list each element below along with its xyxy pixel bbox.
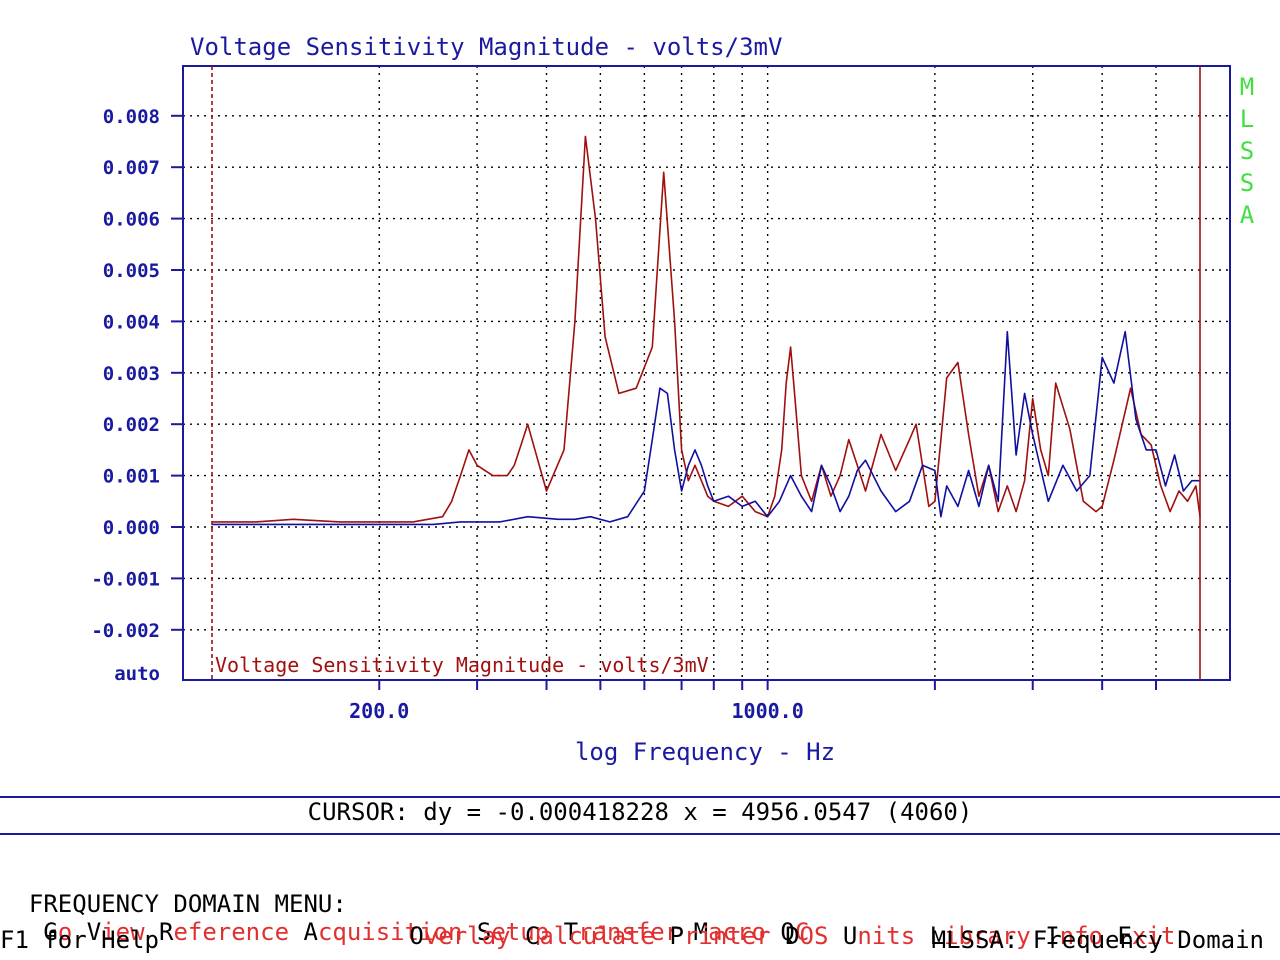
menu-item-rest: verlay [423, 922, 511, 950]
x-axis-label: log Frequency - Hz [575, 738, 835, 766]
divider-bottom [0, 833, 1280, 835]
menu-item-rest: etup [491, 918, 550, 946]
menu-hotkey: L [929, 922, 945, 950]
menu-item-reference[interactable]: Reference [159, 918, 289, 946]
menu-hotkey: V [86, 918, 102, 946]
menu-item-rest: alculate [539, 922, 656, 950]
menu-hotkey: O [409, 922, 424, 950]
menu-item-info[interactable]: Info [1045, 922, 1103, 950]
menu-item-printer[interactable]: Printer [669, 922, 770, 950]
menu-hotkey: D [785, 922, 800, 950]
menu-hotkey: A [303, 918, 318, 946]
y-tick-label: 0.005 [103, 260, 160, 282]
side-label-char: S [1240, 169, 1254, 197]
x-tick-labels: 200.0 1000.0 [349, 699, 804, 723]
side-label-char: S [1240, 137, 1254, 165]
menu-hotkey: M [693, 918, 709, 946]
y-tick-label: 0.007 [103, 157, 160, 179]
menu-hotkey: R [158, 918, 174, 946]
series-line-1 [212, 135, 1201, 523]
menu-item-rest: iew [101, 918, 145, 946]
menu-item-calculate[interactable]: Calculate [525, 922, 655, 950]
menu-item-rest: o [57, 918, 73, 946]
menu-item-transfer[interactable]: Transfer [564, 918, 680, 946]
menu-item-rest: acro [708, 918, 766, 946]
y-tick-label: -0.002 [91, 620, 160, 642]
x-tick-label: 200.0 [349, 699, 409, 723]
y-tick-label: 0.001 [103, 466, 160, 488]
menu-item-acquisition[interactable]: Acquisition [303, 918, 462, 946]
menu-item-library[interactable]: Library [930, 922, 1031, 950]
y-tick-label: 0.002 [103, 414, 160, 436]
y-tick-label: 0.006 [103, 209, 160, 231]
menu-label: FREQUENCY DOMAIN MENU: [28, 890, 347, 918]
menu-item-setup[interactable]: Setup [477, 918, 549, 946]
plot-frame [182, 65, 1231, 681]
menu-item-units[interactable]: Units [843, 922, 915, 950]
cursor-lines [211, 66, 1201, 680]
chart-title: Voltage Sensitivity Magnitude - volts/3m… [190, 33, 782, 61]
menu-hotkey: P [669, 922, 684, 950]
side-label-char: A [1240, 201, 1255, 229]
menu-row2-items: Overlay Calculate Printer DOS Units Libr… [395, 922, 1175, 950]
menu-item-view[interactable]: View [87, 918, 145, 946]
y-tick-label: 0.008 [103, 106, 160, 128]
menu-item-rest: OS [799, 922, 829, 950]
menu-item-rest: rinter [683, 922, 771, 950]
menu-hotkey: U [842, 922, 858, 950]
menu-row-1: FREQUENCY DOMAIN MENU: Go View Reference… [0, 862, 809, 946]
y-tick-label: 0.003 [103, 363, 160, 385]
x-tick-label: 1000.0 [732, 699, 804, 723]
grid-layer [171, 66, 1230, 690]
menu-item-rest: xit [1131, 922, 1176, 950]
side-label-char: L [1240, 105, 1254, 133]
menu-item-rest: ibrary [944, 922, 1031, 950]
y-tick-label: 0.004 [103, 311, 160, 333]
series-line-2 [212, 330, 1200, 526]
menu-row1-items: Go View Reference Acquisition Setup Tran… [29, 918, 809, 946]
y-bottom-label: auto [114, 663, 160, 685]
menu-item-dos[interactable]: DOS [785, 922, 828, 950]
menu-item-rest: nfo [1059, 922, 1104, 950]
menu-item-macro[interactable]: Macro [694, 918, 766, 946]
divider-top [0, 796, 1280, 798]
menu-hotkey: I [1045, 922, 1060, 950]
menu-item-rest: nits [857, 922, 916, 950]
menu-item-overlay[interactable]: Overlay [409, 922, 510, 950]
menu-hotkey: S [476, 918, 492, 946]
menu-item-rest: eference [173, 918, 290, 946]
y-tick-label: 0.000 [103, 517, 160, 539]
side-label-char: M [1240, 73, 1254, 101]
y-tick-labels: 0.008 0.007 0.006 0.005 0.004 0.003 0.002 0.001… [91, 106, 160, 642]
menu-item-rest: ransfer [578, 918, 680, 946]
overlay-title: Voltage Sensitivity Magnitude - volts/3m… [215, 653, 709, 677]
menu-item-qc[interactable]: QC [780, 918, 809, 946]
series-layer [212, 135, 1201, 526]
mode-indicator: MLSSA: Frequency Domain [931, 926, 1264, 954]
frequency-chart: Voltage Sensitivity Magnitude - volts/3m… [91, 33, 1255, 766]
menu-row-2: Overlay Calculate Printer DOS Units Libr… [366, 894, 1175, 950]
menu-item-rest: cquisition [317, 918, 463, 946]
menu-item-go[interactable]: Go [43, 918, 72, 946]
help-hint: F1 for Help [0, 926, 159, 954]
y-tick-label: -0.001 [91, 568, 160, 590]
menu-hotkey: Q [780, 918, 795, 946]
menu-hotkey: G [43, 918, 58, 946]
menu-hotkey: C [524, 922, 540, 950]
menu-hotkey: E [1117, 922, 1132, 950]
menu-item-exit[interactable]: Exit [1117, 922, 1175, 950]
menu-item-rest: C [794, 918, 810, 946]
side-label-mlssa: MLSSA [1240, 73, 1255, 229]
cursor-readout: CURSOR: dy = -0.000418228 x = 4956.0547 … [307, 798, 973, 826]
menu-hotkey: T [563, 918, 579, 946]
